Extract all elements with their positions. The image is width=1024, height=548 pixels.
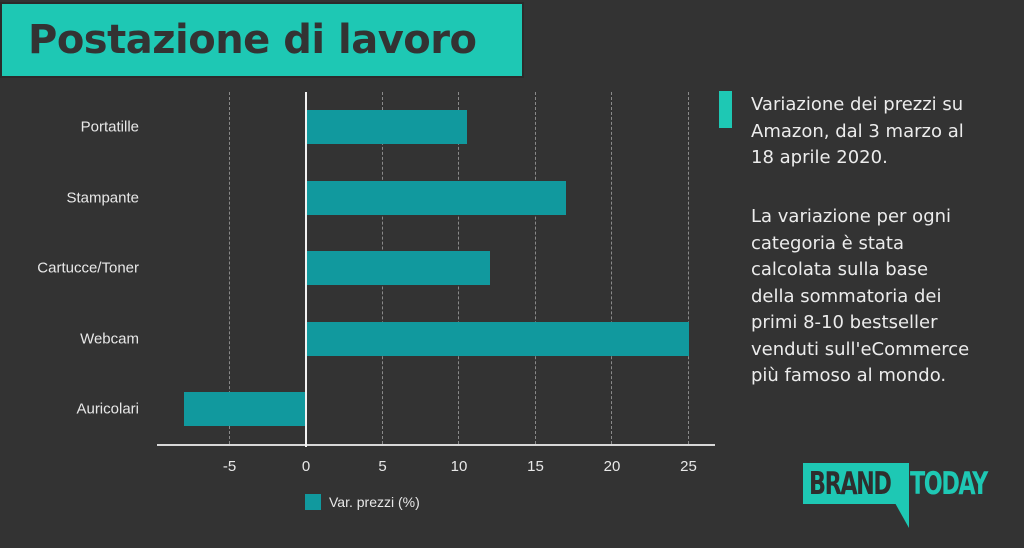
chart-legend: Var. prezzi (%)	[305, 494, 420, 510]
legend-label: Var. prezzi (%)	[329, 494, 420, 510]
category-label: Stampante	[66, 189, 139, 206]
note-line: 18 aprile 2020.	[751, 147, 888, 168]
note-line: della sommatoria dei	[751, 285, 942, 307]
zero-line	[305, 92, 307, 447]
category-label: Portatille	[80, 118, 139, 136]
note-line: Variazione dei prezzi su	[751, 94, 964, 115]
x-tick-label: -5	[222, 458, 237, 475]
category-label: Cartucce/Toner	[37, 259, 139, 277]
bar-webcam	[306, 321, 689, 356]
bar-cartucce-toner	[306, 251, 490, 285]
note-line: La variazione per ogni	[751, 206, 952, 227]
logo-brand-text: BRAND	[809, 466, 892, 502]
x-tick-label: 0	[301, 458, 311, 475]
gridline	[611, 92, 613, 444]
gridline	[228, 92, 230, 444]
x-tick-label: 10	[450, 458, 468, 475]
brandtoday-logo: BRAND TODAY	[803, 463, 1003, 533]
note-methodology: La variazione per ogni categoria è stata…	[751, 204, 1001, 390]
gridline	[534, 92, 536, 444]
logo-speech-bubble	[803, 463, 909, 504]
note-line: Amazon, dal 3 marzo al	[751, 120, 964, 142]
note-source: Variazione dei prezzi su Amazon, dal 3 m…	[751, 92, 1001, 172]
logo-today-text: TODAY	[910, 466, 988, 502]
x-tick-label: 25	[680, 458, 697, 475]
logo-bubble-tail	[895, 503, 909, 528]
x-tick-label: 20	[603, 458, 621, 475]
category-label: Webcam	[80, 330, 139, 347]
bar-stampante	[306, 180, 567, 215]
title-banner: Postazione di lavoro	[0, 2, 524, 78]
x-tick-label: 15	[527, 458, 544, 475]
page-title: Postazione di lavoro	[28, 17, 477, 63]
note-line: categoria è stata	[751, 232, 904, 254]
category-label: Auricolari	[76, 400, 139, 418]
legend-swatch	[305, 494, 321, 510]
note-line: calcolata sulla base	[751, 259, 929, 280]
note-line: primi 8-10 bestseller	[751, 312, 938, 333]
bar-portatille	[306, 110, 467, 144]
note-line: venduti sull'eCommerce	[751, 338, 970, 360]
note-accent-bar	[719, 91, 732, 128]
x-axis-line	[157, 444, 715, 446]
note-line: più famoso al mondo.	[751, 365, 947, 386]
bar-auricolari	[183, 392, 306, 426]
x-tick-label: 5	[378, 458, 387, 475]
gridline	[687, 92, 689, 444]
